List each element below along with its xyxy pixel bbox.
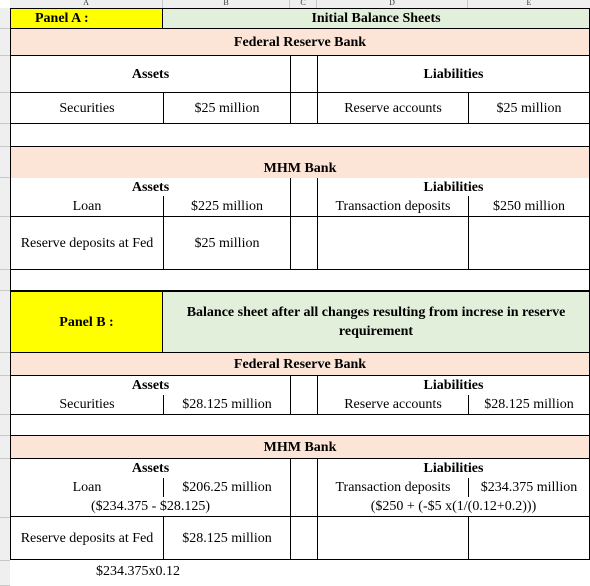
panel-a-fed-liability-item[interactable]: Reserve accounts <box>317 93 468 124</box>
panel-a-title[interactable]: Initial Balance Sheets <box>163 8 590 29</box>
panel-b-bank-asset2-value[interactable]: $28.125 million <box>163 517 290 560</box>
spacer-cell[interactable] <box>290 395 317 415</box>
panel-a-fed-assets-header[interactable]: Assets <box>10 56 290 93</box>
panel-a-bank-asset2-value[interactable]: $25 million <box>163 217 290 270</box>
panel-b-bank-asset2-item[interactable]: Reserve deposits at Fed <box>10 517 163 560</box>
spacer-cell[interactable] <box>290 459 317 478</box>
row-header[interactable] <box>0 56 10 93</box>
spacer-cell[interactable] <box>290 217 317 270</box>
row-header[interactable] <box>0 459 10 518</box>
row-header[interactable] <box>0 29 10 56</box>
panel-b-bank-asset1-item[interactable]: Loan <box>10 478 163 497</box>
blank-row[interactable] <box>10 270 590 291</box>
row-header[interactable] <box>0 376 10 415</box>
panel-b-label[interactable]: Panel B : <box>10 291 163 353</box>
row-header[interactable] <box>0 561 10 586</box>
panel-b-fed-title[interactable]: Federal Reserve Bank <box>10 353 590 376</box>
row-header[interactable] <box>0 8 10 29</box>
panel-b-bank-assets-header[interactable]: Assets <box>10 459 290 478</box>
blank-row[interactable] <box>10 124 590 147</box>
panel-b-bank-liability-value[interactable]: $234.375 million <box>468 478 590 497</box>
row-header[interactable] <box>0 124 10 147</box>
panel-a-bank-assets-header[interactable]: Assets <box>10 178 290 196</box>
panel-b-fed-liability-value[interactable]: $28.125 million <box>468 395 590 415</box>
cell-grid: Panel A : Initial Balance Sheets Federal… <box>10 8 590 585</box>
panel-b-bank-title[interactable]: MHM Bank <box>10 436 590 459</box>
row-header[interactable] <box>0 178 10 217</box>
panel-a-fed-asset-item[interactable]: Securities <box>10 93 163 124</box>
panel-b-bank-asset2-note[interactable]: $234.375x0.12 <box>96 563 180 579</box>
panel-a-bank-asset1-item[interactable]: Loan <box>10 196 163 217</box>
panel-b-bank-liability-item[interactable]: Transaction deposits <box>317 478 468 497</box>
panel-a-bank-liability-item[interactable]: Transaction deposits <box>317 196 468 217</box>
spacer-cell[interactable] <box>290 93 317 124</box>
empty-cell[interactable] <box>468 517 590 560</box>
spacer-cell[interactable] <box>290 196 317 217</box>
panel-a-fed-title[interactable]: Federal Reserve Bank <box>10 29 590 56</box>
row-header[interactable] <box>0 518 10 561</box>
panel-b-fed-liabilities-header[interactable]: Liabilities <box>317 376 590 395</box>
panel-a-bank-liability-value[interactable]: $250 million <box>468 196 590 217</box>
panel-b-bank-liability-note[interactable]: ($250 + (-$5 x(1/(0.12+0.2))) <box>317 497 590 517</box>
panel-b-title[interactable]: Balance sheet after all changes resultin… <box>163 291 590 353</box>
spacer-cell[interactable] <box>290 478 317 517</box>
panel-b-fed-asset-value[interactable]: $28.125 million <box>163 395 290 415</box>
row-header[interactable] <box>0 93 10 124</box>
panel-b-bank-asset1-value[interactable]: $206.25 million <box>163 478 290 497</box>
panel-b-fed-liability-item[interactable]: Reserve accounts <box>317 395 468 415</box>
empty-cell[interactable] <box>468 217 590 270</box>
panel-b-bank-liabilities-header[interactable]: Liabilities <box>317 459 590 478</box>
panel-b-bank-asset1-note[interactable]: ($234.375 - $28.125) <box>10 497 290 517</box>
row-header[interactable] <box>0 415 10 436</box>
row-header[interactable] <box>0 147 10 178</box>
panel-a-bank-asset1-value[interactable]: $225 million <box>163 196 290 217</box>
empty-cell[interactable] <box>317 217 468 270</box>
row-header[interactable] <box>0 270 10 291</box>
spacer-cell[interactable] <box>290 517 317 560</box>
row-header[interactable] <box>0 436 10 459</box>
panel-a-fed-asset-value[interactable]: $25 million <box>163 93 290 124</box>
panel-a-fed-liability-value[interactable]: $25 million <box>468 93 590 124</box>
panel-b-fed-asset-item[interactable]: Securities <box>10 395 163 415</box>
panel-a-bank-title[interactable]: MHM Bank <box>10 147 590 178</box>
panel-a-fed-liabilities-header[interactable]: Liabilities <box>317 56 590 93</box>
empty-cell[interactable] <box>317 517 468 560</box>
spacer-cell[interactable] <box>290 56 317 93</box>
row-header[interactable] <box>0 217 10 270</box>
panel-a-bank-asset2-item[interactable]: Reserve deposits at Fed <box>10 217 163 270</box>
spacer-cell[interactable] <box>290 376 317 395</box>
spacer-cell[interactable] <box>290 178 317 196</box>
panel-a-bank-liabilities-header[interactable]: Liabilities <box>317 178 590 196</box>
blank-row[interactable] <box>10 415 590 436</box>
row-header[interactable] <box>0 291 10 353</box>
row-header[interactable] <box>0 353 10 376</box>
panel-a-label[interactable]: Panel A : <box>10 8 163 29</box>
panel-b-fed-assets-header[interactable]: Assets <box>10 376 290 395</box>
